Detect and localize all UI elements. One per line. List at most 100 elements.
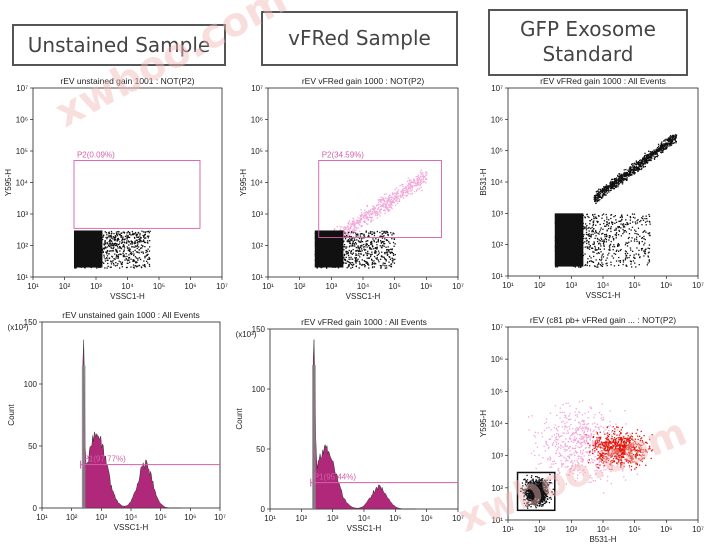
p1-ylabel: Y595-H	[4, 169, 13, 196]
p3-ytick-label: 10²	[491, 241, 503, 250]
h2-xtick-label: 10⁷	[452, 514, 464, 523]
p2-ytick-label: 10¹	[251, 273, 263, 282]
h1-histogram	[82, 339, 181, 509]
h2-gate-label: P1(95.44%)	[314, 473, 357, 482]
scatter-gfp-svg: rEV vFRed gain 1000 : All Events 10¹ 10² 10…	[479, 76, 704, 300]
p2-xtick-label: 10⁵	[389, 282, 401, 291]
p2-ytick-label: 10³	[251, 210, 263, 219]
p4-xtick-label: 10⁶	[660, 525, 672, 534]
p4-ytick-label: 10⁶	[491, 355, 503, 364]
p4-population-red	[585, 426, 654, 471]
p2-xtick-label: 10²	[294, 282, 306, 291]
h2-xtick-label: 10⁵	[389, 514, 401, 523]
h1-xlabel: VSSC1-H	[114, 523, 149, 532]
header-gfp: GFP Exosome Standard	[488, 9, 688, 76]
h1-ylabel: Count	[7, 404, 16, 426]
h1-xtick-label: 10⁶	[184, 513, 196, 522]
p4-population-pink	[528, 400, 638, 495]
p1-ytick-label: 10³	[16, 210, 28, 219]
hist-unstained-svg: rEV unstained gain 1000 : All Events 10¹ 1…	[7, 310, 226, 532]
hist-vfred-svg: rEV vFRed gain 1000 : All Events 10¹ 10² 10…	[235, 317, 464, 533]
p4-gate-box	[516, 471, 556, 512]
h1-spike	[81, 365, 86, 508]
p2-ytick-label: 10⁴	[251, 179, 264, 188]
header-unstained: Unstained Sample	[12, 24, 226, 66]
p4-xtick-label: 10⁵	[629, 525, 641, 534]
p3-xtick-label: 10⁵	[629, 281, 641, 290]
p3-ytick-label: 10⁵	[491, 147, 503, 156]
p3-xtick-label: 10³	[566, 281, 578, 290]
p1-xtick-label: 10⁵	[153, 282, 165, 291]
h2-yunit: (x10³)	[236, 330, 257, 339]
p4-ylabel: Y595-H	[479, 410, 488, 437]
p1-ytick-label: 10¹	[16, 273, 28, 282]
hist-vfred: rEV vFRed gain 1000 : All Events 10¹ 10² 10…	[235, 306, 472, 546]
p3-ytick-label: 10¹	[491, 272, 503, 281]
p3-xtick-label: 10⁴	[597, 281, 610, 290]
h1-xtick-label: 10¹	[36, 513, 48, 522]
scatter-gfp: rEV vFRed gain 1000 : All Events 10¹ 10² 10…	[478, 72, 714, 306]
p2-title: rEV vFRed gain 1000 : NOT(P2)	[302, 76, 425, 86]
p4-ytick-label: 10⁷	[491, 323, 503, 332]
h1-yunit: (x10³)	[8, 323, 29, 332]
p3-ytick-label: 10³	[491, 209, 503, 218]
p4-population-black	[519, 473, 555, 509]
h2-ylabel: Count	[235, 408, 244, 430]
h1-ytick-label: 150	[24, 318, 38, 327]
p2-dense-block	[314, 230, 344, 268]
h1-xtick-label: 10⁴	[125, 513, 138, 522]
p2-ytick-label: 10⁷	[251, 84, 263, 93]
p1-ytick-label: 10⁶	[16, 116, 28, 125]
scatter-unstained-svg: rEV unstained gain 1001 : NOT(P2) 10¹ 10² 1…	[4, 76, 228, 301]
p1-gate	[73, 160, 201, 229]
h2-xtick-label: 10⁶	[421, 514, 433, 523]
p2-population-pink	[331, 169, 428, 248]
p1-title: rEV unstained gain 1001 : NOT(P2)	[60, 76, 194, 86]
p3-xtick-label: 10⁷	[692, 281, 704, 290]
header-gfp-line1: GFP Exosome	[520, 17, 656, 41]
h2-ytick-label: 150	[252, 325, 266, 334]
h1-gate-label: P1(97.77%)	[84, 455, 127, 464]
p4-xtick-label: 10²	[534, 525, 546, 534]
p4-xtick-label: 10³	[566, 525, 578, 534]
p3-title: rEV vFRed gain 1000 : All Events	[540, 76, 666, 86]
p4-ytick-label: 10¹	[491, 516, 503, 525]
h1-xtick-label: 10⁷	[214, 513, 226, 522]
p4-xtick-label: 10¹	[502, 525, 514, 534]
p1-xtick-label: 10²	[59, 282, 71, 291]
p3-xtick-label: 10¹	[502, 281, 514, 290]
scatter-gfp-dual-svg: rEV (c81 pb+ vFRed gain ... : NOT(P2) 10¹…	[479, 315, 704, 544]
p2-ytick-label: 10⁶	[251, 116, 263, 125]
h1-xtick-label: 10²	[66, 513, 78, 522]
h2-xtick-label: 10⁴	[358, 514, 371, 523]
h2-histogram	[312, 339, 417, 510]
h1-ytick-label: 0	[33, 504, 38, 513]
p4-xtick-label: 10⁷	[692, 525, 704, 534]
scatter-unstained: rEV unstained gain 1001 : NOT(P2) 10¹ 10² 1…	[0, 66, 232, 306]
h2-ytick-label: 0	[261, 505, 266, 514]
p4-ytick-label: 10³	[491, 452, 503, 461]
h2-ytick-label: 100	[252, 385, 266, 394]
p1-ytick-label: 10²	[16, 242, 28, 251]
p2-ytick-label: 10²	[251, 242, 263, 251]
p2-xlabel: VSSC1-H	[346, 292, 381, 301]
h2-ytick-label: 50	[256, 445, 265, 454]
p3-ytick-label: 10⁴	[491, 178, 504, 187]
p1-gate-label: P2(0.09%)	[77, 150, 115, 159]
p1-dense-block	[73, 230, 103, 268]
h1-xtick-label: 10⁵	[155, 513, 167, 522]
p1-ytick-label: 10⁴	[16, 179, 29, 188]
p1-xtick-label: 10³	[90, 282, 102, 291]
p3-xtick-label: 10²	[534, 281, 546, 290]
p1-xtick-label: 10⁴	[121, 282, 134, 291]
p4-xtick-label: 10⁴	[597, 525, 610, 534]
header-vfred: vFRed Sample	[261, 11, 458, 66]
p2-xtick-label: 10⁴	[357, 282, 370, 291]
p1-ytick-label: 10⁷	[16, 84, 28, 93]
p1-xtick-label: 10⁷	[216, 282, 228, 291]
h1-xtick-label: 10³	[96, 513, 108, 522]
p2-gate	[318, 160, 442, 238]
scatter-gfp-dual: rEV (c81 pb+ vFRed gain ... : NOT(P2) 10¹…	[478, 306, 714, 546]
header-vfred-text: vFRed Sample	[288, 26, 431, 50]
h1-frame	[41, 321, 221, 509]
